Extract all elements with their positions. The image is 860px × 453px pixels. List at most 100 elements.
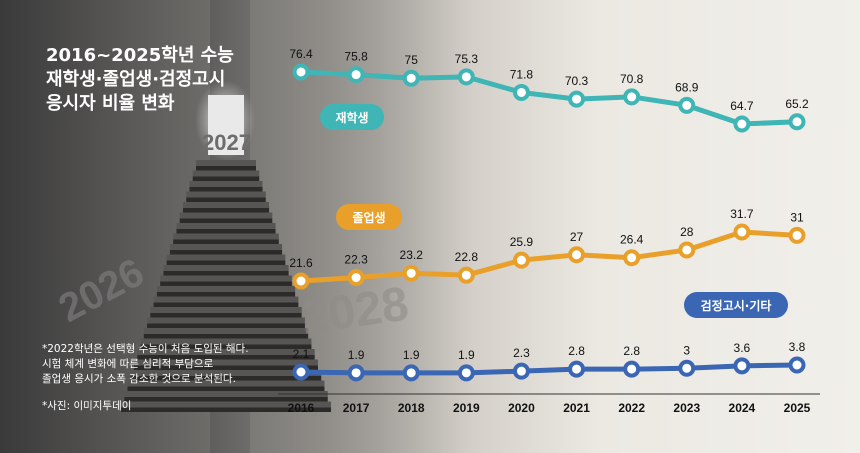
x-tick-label: 2017: [343, 401, 370, 415]
stair-riser: [169, 250, 283, 255]
stair-step: [143, 328, 309, 334]
data-label-graduate: 22.8: [455, 250, 479, 264]
data-label-enrolled: 76.4: [289, 47, 313, 61]
data-point-enrolled: [457, 68, 475, 86]
stair-step: [121, 401, 331, 408]
legend-tag-graduate: [336, 204, 402, 230]
stair-step: [147, 317, 305, 324]
stair-riser: [121, 407, 331, 412]
stair-step: [134, 359, 318, 366]
data-point-enrolled: [512, 83, 530, 101]
data-point-enrolled: [733, 115, 751, 133]
stair-riser: [166, 260, 286, 265]
chart-title: 2016~2025학년 수능 재학생·졸업생·검정고시 응시자 비율 변화: [46, 45, 234, 114]
data-label-ged: 2.8: [568, 344, 585, 358]
stair-riser: [173, 239, 279, 244]
data-label-enrolled: 64.7: [730, 99, 754, 113]
stair-riser: [160, 281, 292, 286]
data-label-enrolled: 75.8: [344, 50, 368, 64]
data-label-graduate: 21.6: [289, 256, 313, 270]
data-point-graduate: [568, 246, 586, 264]
stairs: [121, 160, 331, 412]
data-label-ged: 3.8: [789, 340, 806, 354]
data-label-ged: 3.6: [734, 341, 751, 355]
stair-riser: [140, 344, 312, 349]
data-point-enrolled: [678, 96, 696, 114]
series-line-enrolled: [300, 69, 798, 127]
data-label-enrolled: 75.3: [455, 52, 479, 66]
stair-step: [196, 160, 256, 166]
stair-step: [186, 191, 266, 198]
series-line-graduate: [300, 229, 798, 284]
stair-riser: [150, 313, 302, 318]
data-point-ged: [568, 360, 586, 378]
stair-step: [140, 338, 312, 345]
data-label-ged: 3: [683, 343, 690, 357]
legend-label-graduate: 졸업생: [352, 210, 385, 225]
data-label-graduate: 28: [680, 225, 694, 239]
tag-ged: 검정고시·기타: [684, 292, 788, 318]
stair-step: [163, 265, 289, 271]
data-point-ged: [623, 360, 641, 378]
data-point-ged: [512, 362, 530, 380]
x-tick-label: 2023: [673, 401, 700, 415]
stair-riser: [127, 386, 325, 391]
data-label-graduate: 25.9: [510, 235, 534, 249]
stair-step: [169, 244, 283, 250]
stair-step: [160, 275, 292, 282]
stair-step: [182, 202, 270, 208]
data-point-enrolled: [788, 113, 806, 131]
data-label-enrolled: 71.8: [510, 67, 534, 81]
data-point-graduate: [292, 272, 310, 290]
data-point-graduate: [678, 241, 696, 259]
data-point-ged: [457, 364, 475, 382]
data-point-graduate: [512, 251, 530, 269]
stair-riser: [130, 376, 322, 381]
data-label-graduate: 22.3: [344, 253, 368, 267]
stair-riser: [134, 365, 318, 370]
x-tick-label: 2019: [453, 401, 480, 415]
stair-riser: [182, 208, 270, 213]
x-tick-labels: 2016 2017 2018 2019 2020 2021 2022 2023 2024 2025: [288, 401, 811, 415]
x-tick-label: 2021: [563, 401, 590, 415]
legend-label-ged: 검정고시·기타: [701, 298, 772, 313]
year-2027-graphic: 2027: [202, 130, 251, 155]
data-point-ged: [733, 357, 751, 375]
data-point-graduate: [623, 249, 641, 267]
legend-tag-enrolled: [320, 104, 384, 130]
tag-enrolled: 재학생: [320, 104, 384, 130]
data-point-ged: [347, 364, 365, 382]
x-tick-label: 2024: [729, 401, 756, 415]
data-label-graduate: 23.2: [400, 248, 424, 262]
data-point-graduate: [402, 264, 420, 282]
stair-riser: [192, 176, 260, 181]
data-point-ged: [788, 356, 806, 374]
stair-riser: [156, 292, 296, 297]
data-label-enrolled: 65.2: [785, 97, 809, 111]
data-label-ged: 2.8: [623, 344, 640, 358]
data-label-enrolled: 70.3: [565, 74, 589, 88]
stair-step: [124, 391, 328, 397]
data-point-graduate: [347, 269, 365, 287]
stair-step: [189, 181, 263, 187]
data-label-ged: 1.9: [458, 348, 475, 362]
stair-riser: [189, 187, 263, 192]
data-label-graduate: 26.4: [620, 233, 644, 247]
data-label-enrolled: 68.9: [675, 80, 699, 94]
stair-step: [156, 286, 296, 292]
stair-step: [130, 370, 322, 376]
tag-graduate: 졸업생: [336, 204, 402, 230]
stair-step: [176, 223, 276, 229]
data-point-enrolled: [347, 66, 365, 84]
series-ged: 2.1 1.9 1.9 1.9 2.3 2.8 2.8 3 3.6 3.8: [292, 340, 806, 382]
stair-riser: [137, 355, 315, 360]
stair-step: [179, 212, 273, 219]
stair-riser: [176, 229, 276, 234]
data-label-ged: 1.9: [403, 348, 420, 362]
data-point-enrolled: [568, 90, 586, 108]
stair-riser: [143, 334, 309, 339]
data-point-graduate: [733, 223, 751, 241]
data-label-graduate: 31: [790, 210, 804, 224]
stair-riser: [124, 397, 328, 402]
